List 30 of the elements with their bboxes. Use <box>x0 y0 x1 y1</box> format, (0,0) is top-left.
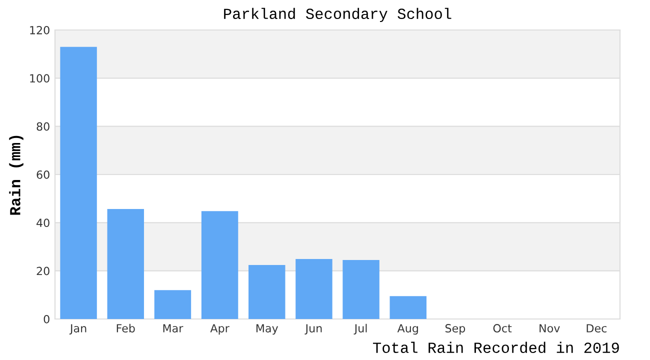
x-tick-label: Jan <box>69 324 86 335</box>
bar <box>154 290 192 319</box>
bar <box>248 265 286 319</box>
y-tick-label: 120 <box>30 26 50 34</box>
y-tick-label: 20 <box>36 266 50 276</box>
y-tick-label: 0 <box>44 314 50 324</box>
bar <box>296 259 332 319</box>
y-tick-label: 100 <box>30 74 50 83</box>
x-tick-label: Mar <box>163 324 184 332</box>
y-axis-title: Rain (mm) <box>9 136 24 215</box>
x-tick-label: Jul <box>354 324 367 335</box>
text: Total Rain Recorded in 2019 <box>373 342 619 354</box>
x-tick-label: Nov <box>540 324 560 332</box>
x-tick-label: Sep <box>445 324 466 335</box>
x-tick-label: Feb <box>116 324 135 332</box>
bar <box>201 211 238 319</box>
bar <box>60 46 97 319</box>
bar <box>342 260 380 319</box>
chart-title: Parkland Secondary School <box>224 8 452 22</box>
y-tick-label: 60 <box>36 170 50 179</box>
bar <box>107 208 144 319</box>
x-tick-label: May <box>256 324 278 335</box>
x-tick-label: Oct <box>493 324 512 332</box>
bar <box>390 296 426 319</box>
y-tick-label: 40 <box>36 218 50 228</box>
y-tick-label: 80 <box>36 122 50 131</box>
x-tick-label: Dec <box>586 324 607 332</box>
x-tick-label: Apr <box>210 324 230 335</box>
x-tick-label: Jun <box>304 324 322 335</box>
x-tick-label: Aug <box>397 324 418 335</box>
